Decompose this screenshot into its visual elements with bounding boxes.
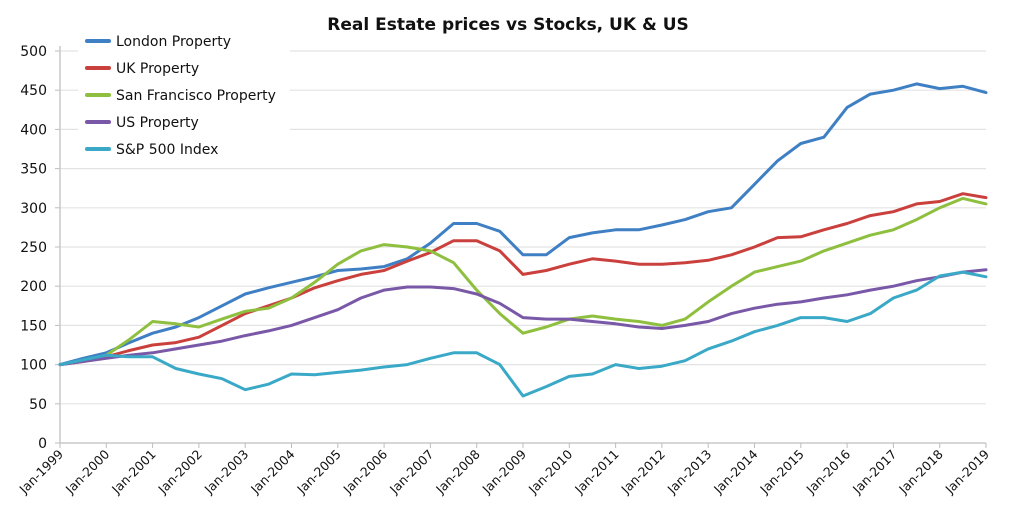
legend-item: UK Property	[85, 61, 199, 77]
x-tick-label: Jan-2004	[247, 446, 298, 497]
y-axis: 0 50 100 150 200 250 300 350 400 450 500	[20, 44, 61, 452]
y-tick-label: 0	[38, 436, 47, 452]
chart-title: Real Estate prices vs Stocks, UK & US	[327, 15, 689, 35]
series-line-uk-property	[58, 192, 988, 367]
legend: London Property UK Property San Francisco …	[78, 16, 290, 158]
x-tick-label: Jan-2009	[478, 446, 529, 497]
y-tick-label: 50	[29, 397, 47, 413]
y-tick-label: 250	[20, 240, 47, 256]
x-tick-label: Jan-2014	[710, 446, 761, 497]
series-line-s-p-500-index	[58, 270, 988, 398]
legend-label: San Francisco Property	[116, 88, 276, 104]
y-tick-label: 150	[20, 318, 47, 334]
legend-background	[78, 16, 290, 155]
x-tick-label: Jan-2012	[617, 447, 668, 498]
y-tick-label: 400	[20, 122, 47, 138]
series-line-us-property	[58, 268, 988, 367]
x-tick-label: Jan-2018	[895, 446, 946, 497]
legend-label: S&P 500 Index	[116, 142, 218, 158]
x-tick-label: Jan-2010	[525, 446, 576, 497]
legend-item: S&P 500 Index	[85, 142, 218, 158]
y-tick-label: 450	[20, 83, 47, 99]
x-tick-label: Jan-2003	[201, 447, 252, 498]
x-tick-label: Jan-2005	[293, 447, 344, 498]
y-tick-label: 100	[20, 358, 47, 374]
legend-item: San Francisco Property	[85, 88, 276, 104]
series-line-san-francisco-property	[58, 196, 988, 367]
legend-item: US Property	[85, 115, 199, 131]
x-tick-label: Jan-2002	[154, 447, 205, 498]
y-tick-label: 500	[20, 44, 47, 60]
x-tick-label: Jan-2006	[340, 446, 391, 497]
x-tick-label: Jan-2019	[941, 446, 992, 497]
x-tick-label: Jan-2013	[664, 447, 715, 498]
x-axis: Jan-1999Jan-2000Jan-2001Jan-2002Jan-2003…	[15, 442, 992, 498]
x-tick-label: Jan-2008	[432, 446, 483, 497]
x-tick-label: Jan-2011	[571, 447, 622, 498]
gridlines	[60, 50, 986, 405]
legend-label: London Property	[116, 34, 231, 50]
x-tick-label: Jan-2016	[803, 446, 854, 497]
series-line-london-property	[58, 82, 988, 367]
x-tick-label: Jan-2000	[62, 446, 113, 497]
legend-label: UK Property	[116, 61, 199, 77]
x-tick-label: Jan-2015	[756, 447, 807, 498]
legend-label: US Property	[116, 115, 199, 131]
x-tick-label: Jan-1999	[15, 446, 66, 497]
y-tick-label: 300	[20, 201, 47, 217]
x-tick-label: Jan-2017	[849, 447, 900, 498]
series-lines	[58, 82, 988, 398]
legend-item: London Property	[85, 34, 231, 50]
x-tick-label: Jan-2001	[108, 447, 159, 498]
y-tick-label: 350	[20, 162, 47, 178]
y-tick-label: 200	[20, 279, 47, 295]
x-tick-label: Jan-2007	[386, 447, 437, 498]
